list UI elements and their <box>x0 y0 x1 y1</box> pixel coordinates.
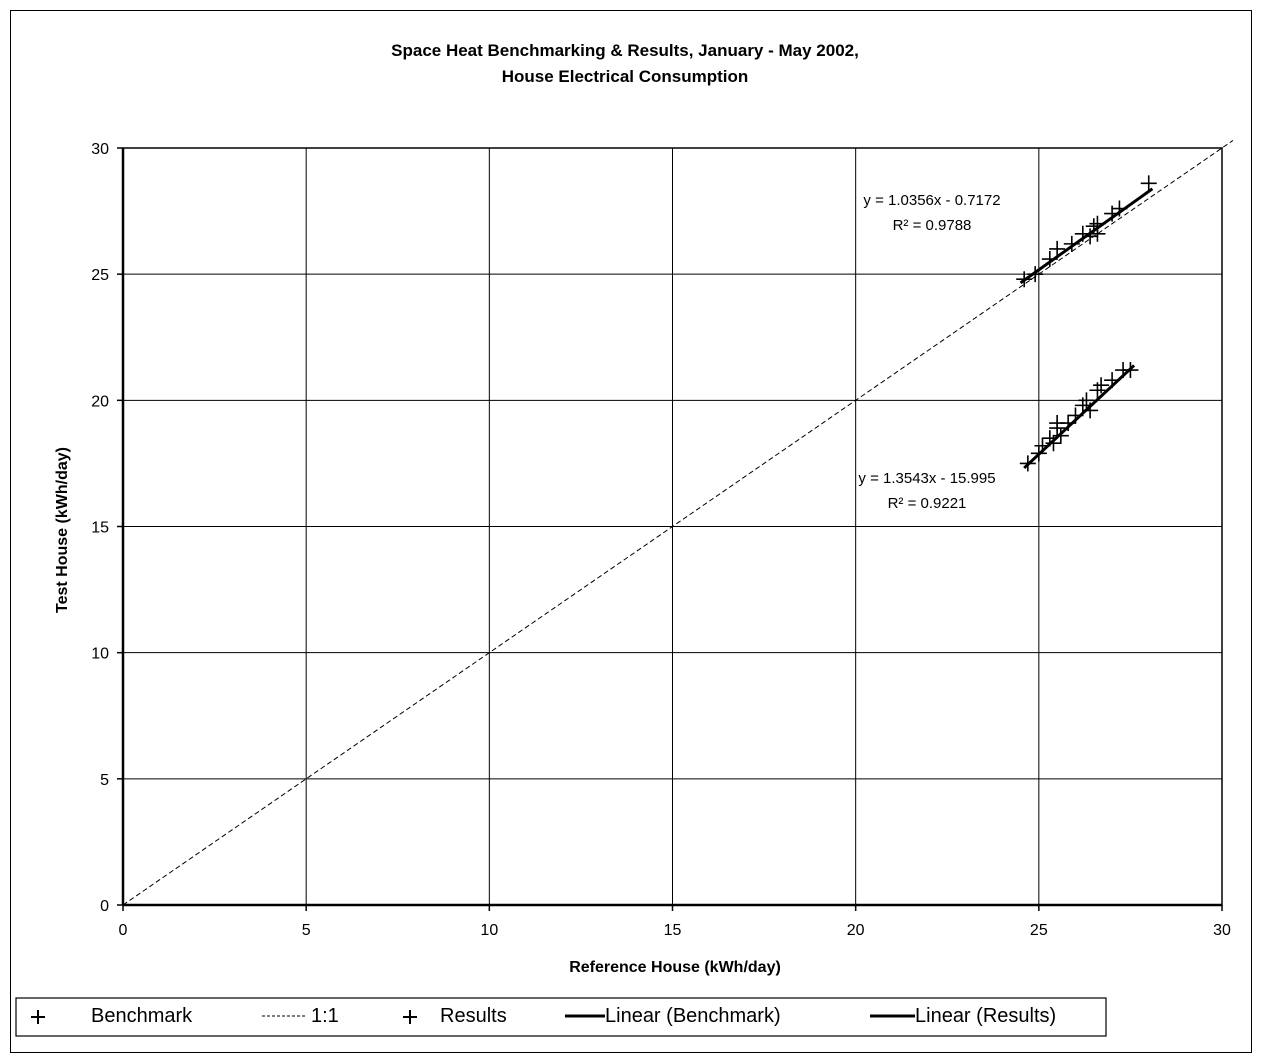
results-point <box>1034 437 1051 454</box>
one-to-one-line <box>122 140 1234 906</box>
benchmark-point <box>1140 175 1157 192</box>
results-point <box>1078 392 1095 409</box>
x-axis-label: Reference House (kWh/day) <box>569 959 781 976</box>
legend-results-marker <box>403 1010 417 1024</box>
benchmark-point <box>1027 266 1044 283</box>
legend-benchmark-label: Benchmark <box>91 1005 193 1027</box>
benchmark-point <box>1085 218 1102 235</box>
results-point <box>1030 445 1047 462</box>
results-point <box>1019 455 1036 472</box>
plot-area <box>121 147 1223 907</box>
results-point <box>1122 362 1139 379</box>
chart-title: Space Heat Benchmarking & Results, Janua… <box>391 41 859 60</box>
results-point <box>1093 377 1110 394</box>
results-r2: R² = 0.9221 <box>888 495 967 512</box>
benchmark-point <box>1063 235 1080 252</box>
chart-subtitle: House Electrical Consumption <box>502 67 749 86</box>
y-tick-label: 10 <box>91 646 109 663</box>
results-point <box>1067 407 1084 424</box>
y-tick-label: 5 <box>100 772 109 789</box>
x-tick-label: 0 <box>119 922 128 939</box>
benchmark-r2: R² = 0.9788 <box>893 217 972 234</box>
x-tick-label: 5 <box>302 922 311 939</box>
legend-benchmark-marker <box>31 1010 45 1024</box>
results-point <box>1104 372 1121 389</box>
legend-linear-benchmark-label: Linear (Benchmark) <box>605 1005 781 1027</box>
legend-results-label: Results <box>440 1005 507 1027</box>
one-to-one-diagonal <box>122 140 1234 906</box>
tick-labels: 0 5 10 15 20 25 30 0 5 10 15 20 25 30 <box>91 141 1231 939</box>
benchmark-point <box>1049 240 1066 257</box>
benchmark-point <box>1074 225 1091 242</box>
trendlines <box>1019 187 1154 470</box>
y-tick-label: 0 <box>100 898 109 915</box>
legend-one-to-one-label: 1:1 <box>311 1005 339 1027</box>
benchmark-point <box>1041 251 1058 268</box>
y-tick-label: 30 <box>91 141 109 158</box>
chart-frame <box>10 10 1252 1053</box>
grid-lines <box>117 147 1223 911</box>
x-tick-label: 20 <box>847 922 865 939</box>
benchmark-point <box>1016 271 1033 288</box>
y-tick-label: 20 <box>91 393 109 410</box>
x-tick-label: 30 <box>1213 922 1231 939</box>
results-point <box>1082 402 1099 419</box>
data-markers <box>1016 175 1157 472</box>
results-point <box>1052 427 1069 444</box>
legend: Benchmark 1:1 Results Linear (Benchmark)… <box>15 997 1107 1037</box>
results-equation: y = 1.3543x - 15.995 <box>858 470 995 487</box>
benchmark-point <box>1089 215 1106 232</box>
benchmark-point <box>1082 228 1099 245</box>
x-tick-label: 15 <box>664 922 682 939</box>
benchmark-point <box>1111 200 1128 217</box>
x-tick-label: 25 <box>1030 922 1048 939</box>
x-tick-label: 10 <box>480 922 498 939</box>
benchmark-equation: y = 1.0356x - 0.7172 <box>863 192 1000 209</box>
y-axis-label: Test House (kWh/day) <box>54 447 71 613</box>
results-point <box>1045 435 1062 452</box>
results-point <box>1060 415 1077 432</box>
y-tick-label: 25 <box>91 267 109 284</box>
y-tick-label: 15 <box>91 520 109 537</box>
legend-linear-results-label: Linear (Results) <box>915 1005 1056 1027</box>
